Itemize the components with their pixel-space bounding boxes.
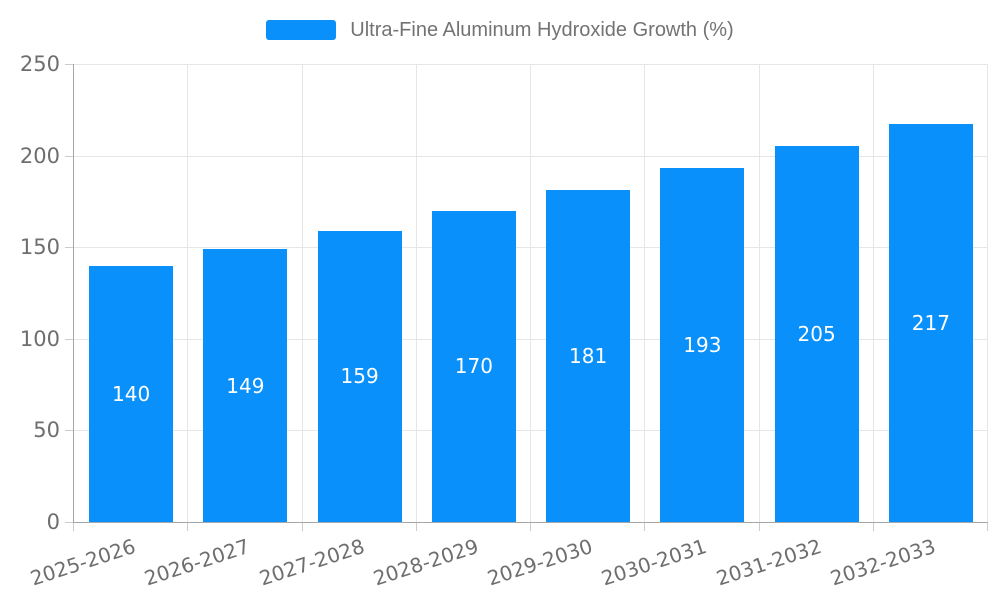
bar[interactable] — [89, 265, 174, 522]
y-axis-tick-label: 50 — [33, 418, 60, 443]
x-axis-tick — [758, 523, 760, 531]
bar-value-label: 217 — [911, 311, 950, 336]
gridline-vertical — [644, 64, 646, 522]
gridline-horizontal — [74, 338, 988, 340]
x-axis-tick — [872, 523, 874, 531]
x-axis-line — [73, 522, 988, 523]
bar[interactable] — [431, 210, 516, 522]
x-axis-tick-label: 2025-2026 — [27, 534, 139, 591]
x-axis-tick — [301, 523, 303, 531]
gridline-horizontal — [74, 430, 988, 432]
legend-item[interactable]: Ultra-Fine Aluminum Hydroxide Growth (%) — [0, 18, 1000, 42]
gridline-vertical — [758, 64, 760, 522]
x-axis-tick-label: 2030-2031 — [598, 534, 710, 591]
bar-value-label: 140 — [112, 381, 151, 406]
y-axis-tick — [65, 155, 73, 157]
gridline-horizontal — [74, 247, 988, 249]
x-axis-tick-label: 2026-2027 — [141, 534, 253, 591]
bar[interactable] — [888, 124, 973, 522]
x-axis-tick-label: 2029-2030 — [484, 534, 596, 591]
x-axis-tick — [73, 523, 74, 531]
plot-area: 0 50 100 150 200 250 140 149 159 170 181 193 205 217 2… — [20, 52, 988, 591]
gridline-horizontal — [74, 64, 988, 65]
y-axis-tick-label: 250 — [19, 52, 60, 76]
x-axis-tick — [187, 523, 189, 531]
bar-value-label: 181 — [569, 344, 608, 369]
x-axis-tick — [415, 523, 417, 531]
bar[interactable] — [546, 190, 631, 522]
y-axis-tick-label: 100 — [19, 326, 60, 351]
bar-value-label: 205 — [797, 322, 836, 347]
gridline-vertical — [872, 64, 874, 522]
y-axis-line — [73, 64, 74, 522]
bar-value-label: 170 — [454, 354, 493, 379]
gridline-vertical — [301, 64, 303, 522]
y-axis-tick-label: 0 — [46, 510, 60, 534]
x-axis-tick-label: 2028-2029 — [370, 534, 482, 591]
y-axis-tick-label: 200 — [19, 143, 60, 168]
y-axis-tick — [65, 247, 73, 249]
y-axis-tick — [65, 430, 73, 432]
bar[interactable] — [317, 230, 402, 522]
x-axis-tick — [987, 523, 988, 531]
gridline-vertical — [530, 64, 531, 522]
y-axis-tick — [65, 64, 73, 65]
y-axis-tick — [65, 338, 73, 340]
legend-swatch-icon — [266, 20, 337, 40]
bar[interactable] — [774, 146, 859, 522]
gridline-vertical — [187, 64, 189, 522]
x-axis-tick-label: 2031-2032 — [712, 534, 825, 591]
gridline-horizontal — [74, 155, 988, 157]
bar[interactable] — [660, 168, 745, 522]
bar-value-label: 159 — [340, 364, 379, 389]
gridline-vertical — [987, 64, 988, 522]
y-axis-tick — [65, 522, 73, 523]
bar-value-label: 193 — [683, 333, 722, 358]
bar-value-label: 149 — [226, 373, 265, 398]
bar[interactable] — [203, 249, 288, 522]
y-axis-tick-label: 150 — [19, 235, 60, 260]
x-axis-tick — [644, 523, 646, 531]
x-axis-tick-label: 2027-2028 — [255, 534, 368, 591]
x-axis-tick-label: 2032-2033 — [827, 534, 939, 591]
x-axis-tick — [530, 523, 531, 531]
gridline-vertical — [415, 64, 417, 522]
legend-label: Ultra-Fine Aluminum Hydroxide Growth (%) — [350, 19, 734, 41]
